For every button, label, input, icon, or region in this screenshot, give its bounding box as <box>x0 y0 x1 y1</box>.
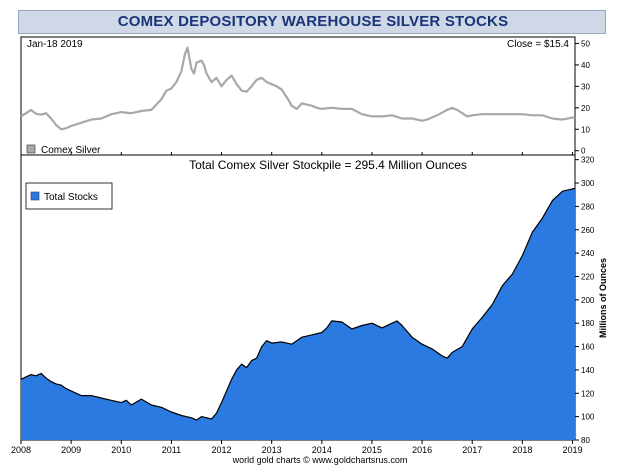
stocks-y-tick-label: 100 <box>581 413 595 422</box>
stocks-legend-swatch <box>31 192 39 200</box>
stocks-y-tick-label: 260 <box>581 226 595 235</box>
stocks-legend: Total Stocks <box>26 183 112 209</box>
x-tick-label: 2012 <box>212 445 232 455</box>
silver-panel-frame <box>21 37 575 155</box>
stocks-y-tick-label: 200 <box>581 296 595 305</box>
stocks-legend-label: Total Stocks <box>44 192 98 203</box>
x-tick-label: 2009 <box>61 445 81 455</box>
stocks-y-tick-label: 80 <box>581 436 590 445</box>
x-tick-label: 2019 <box>562 445 582 455</box>
x-tick-label: 2014 <box>312 445 332 455</box>
stocks-y-tick-label: 240 <box>581 249 595 258</box>
stocks-y-tick-label: 180 <box>581 319 595 328</box>
x-tick-label: 2017 <box>462 445 482 455</box>
stocks-y-tick-label: 120 <box>581 389 595 398</box>
x-tick-label: 2018 <box>512 445 532 455</box>
stocks-y-tick-label: 160 <box>581 343 595 352</box>
x-tick-label: 2013 <box>262 445 282 455</box>
close-label: Close = $15.4 <box>507 39 569 50</box>
x-tick-label: 2011 <box>162 445 181 455</box>
stocks-y-tick-label: 320 <box>581 156 595 165</box>
x-tick-label: 2008 <box>11 445 31 455</box>
silver-y-tick-label: 0 <box>581 147 586 156</box>
date-label: Jan-18 2019 <box>27 39 83 50</box>
stocks-y-tick-label: 280 <box>581 202 595 211</box>
stocks-panel-title: Total Comex Silver Stockpile = 295.4 Mil… <box>189 158 467 172</box>
silver-y-tick-label: 20 <box>581 104 590 113</box>
x-tick-label: 2010 <box>111 445 131 455</box>
silver-legend-swatch <box>27 145 35 153</box>
x-tick-label: 2016 <box>412 445 432 455</box>
stocks-y-tick-label: 220 <box>581 272 595 281</box>
silver-y-tick-label: 10 <box>581 125 590 134</box>
footer-credit: world gold charts © www.goldchartsrus.co… <box>232 455 408 465</box>
silver-legend-label: Comex Silver <box>41 145 101 156</box>
stocks-y-tick-label: 300 <box>581 179 595 188</box>
silver-y-tick-label: 50 <box>581 39 590 48</box>
x-tick-label: 2015 <box>362 445 382 455</box>
silver-y-tick-label: 30 <box>581 82 590 91</box>
y-axis-label: Millions of Ounces <box>598 258 608 338</box>
stocks-y-tick-label: 140 <box>581 366 595 375</box>
silver-y-tick-label: 40 <box>581 61 590 70</box>
